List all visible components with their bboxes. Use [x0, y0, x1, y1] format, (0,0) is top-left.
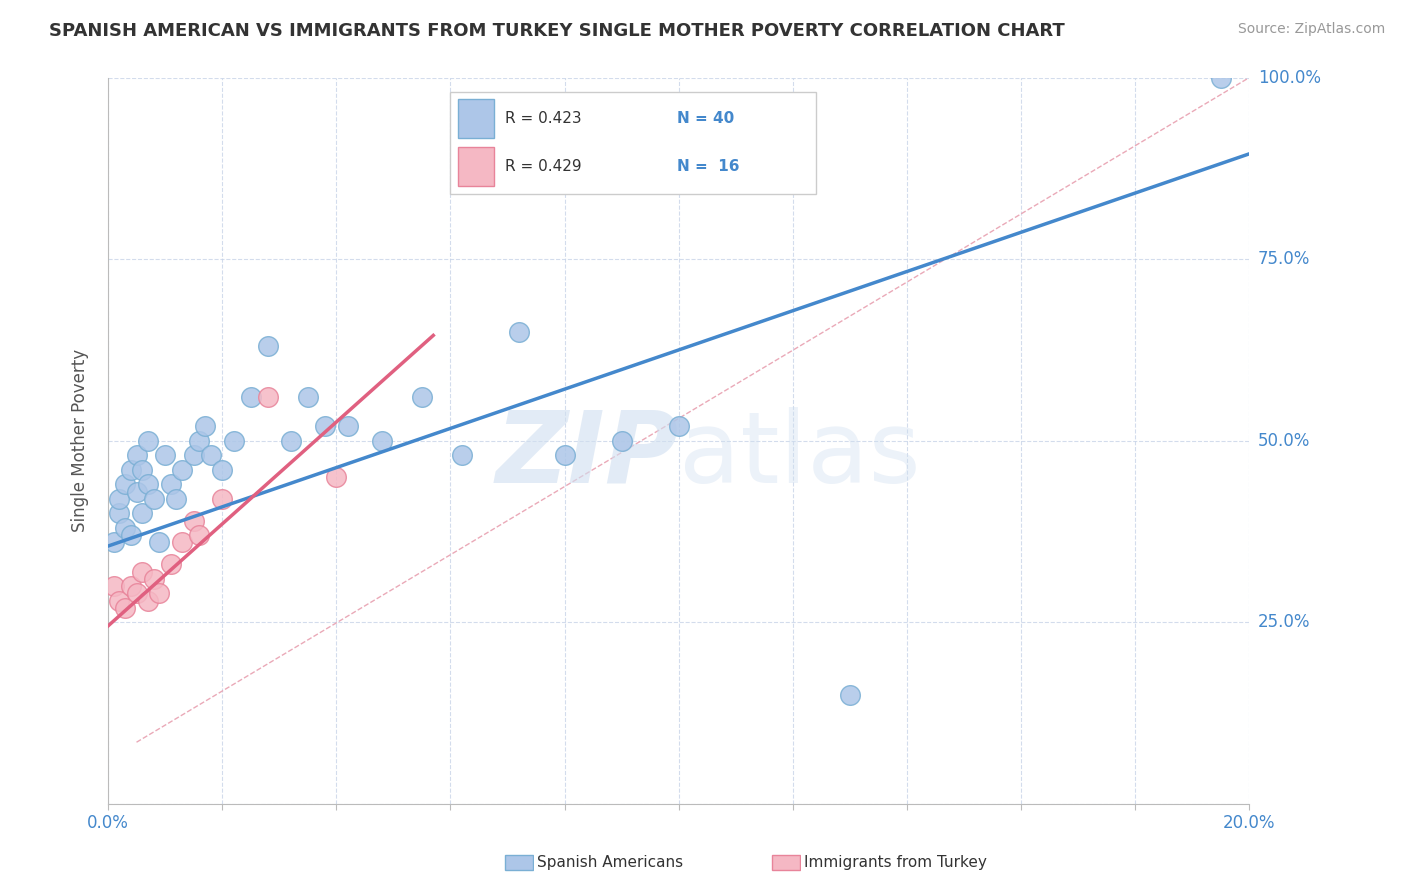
- Text: 25.0%: 25.0%: [1258, 614, 1310, 632]
- Point: [120, 579, 142, 593]
- Point: [222, 434, 245, 448]
- Point: [172, 535, 194, 549]
- Point: [200, 448, 222, 462]
- Point: [159, 558, 181, 572]
- Point: [188, 528, 211, 542]
- Point: [131, 463, 153, 477]
- Point: [211, 491, 233, 506]
- Point: [108, 593, 131, 607]
- Point: [120, 463, 142, 477]
- Point: [114, 600, 136, 615]
- Point: [256, 390, 278, 404]
- Text: SPANISH AMERICAN VS IMMIGRANTS FROM TURKEY SINGLE MOTHER POVERTY CORRELATION CHA: SPANISH AMERICAN VS IMMIGRANTS FROM TURK…: [49, 22, 1064, 40]
- Point: [411, 390, 433, 404]
- Point: [136, 477, 159, 491]
- Point: [554, 448, 576, 462]
- Text: Spanish Americans: Spanish Americans: [537, 855, 683, 870]
- Bar: [505, 855, 533, 871]
- Point: [183, 448, 205, 462]
- Point: [103, 535, 125, 549]
- Text: 75.0%: 75.0%: [1258, 250, 1310, 268]
- Point: [188, 434, 211, 448]
- Point: [148, 535, 170, 549]
- Point: [153, 448, 176, 462]
- Point: [508, 325, 530, 339]
- Point: [103, 579, 125, 593]
- Text: ZIP: ZIP: [496, 407, 679, 504]
- Point: [1209, 70, 1232, 85]
- Point: [256, 339, 278, 353]
- Point: [838, 688, 860, 702]
- Point: [336, 419, 359, 434]
- Text: 50.0%: 50.0%: [1258, 432, 1310, 450]
- Point: [297, 390, 319, 404]
- Y-axis label: Single Mother Poverty: Single Mother Poverty: [72, 349, 89, 533]
- Point: [142, 572, 165, 586]
- Point: [131, 565, 153, 579]
- Point: [159, 477, 181, 491]
- Point: [239, 390, 262, 404]
- Point: [450, 448, 472, 462]
- Text: Immigrants from Turkey: Immigrants from Turkey: [804, 855, 987, 870]
- Point: [172, 463, 194, 477]
- Text: atlas: atlas: [679, 407, 921, 504]
- Text: Source: ZipAtlas.com: Source: ZipAtlas.com: [1237, 22, 1385, 37]
- Point: [136, 434, 159, 448]
- Point: [325, 470, 347, 484]
- Point: [114, 477, 136, 491]
- Point: [280, 434, 302, 448]
- Point: [166, 491, 188, 506]
- Point: [108, 491, 131, 506]
- Point: [108, 507, 131, 521]
- Point: [125, 484, 148, 499]
- Point: [668, 419, 690, 434]
- Point: [610, 434, 633, 448]
- Point: [194, 419, 217, 434]
- Point: [120, 528, 142, 542]
- Text: 100.0%: 100.0%: [1258, 69, 1320, 87]
- Point: [314, 419, 336, 434]
- Point: [211, 463, 233, 477]
- Point: [131, 507, 153, 521]
- Point: [136, 593, 159, 607]
- Point: [183, 514, 205, 528]
- Point: [142, 491, 165, 506]
- Point: [371, 434, 394, 448]
- Point: [125, 448, 148, 462]
- Bar: [772, 855, 800, 871]
- Point: [114, 521, 136, 535]
- Point: [148, 586, 170, 600]
- Point: [125, 586, 148, 600]
